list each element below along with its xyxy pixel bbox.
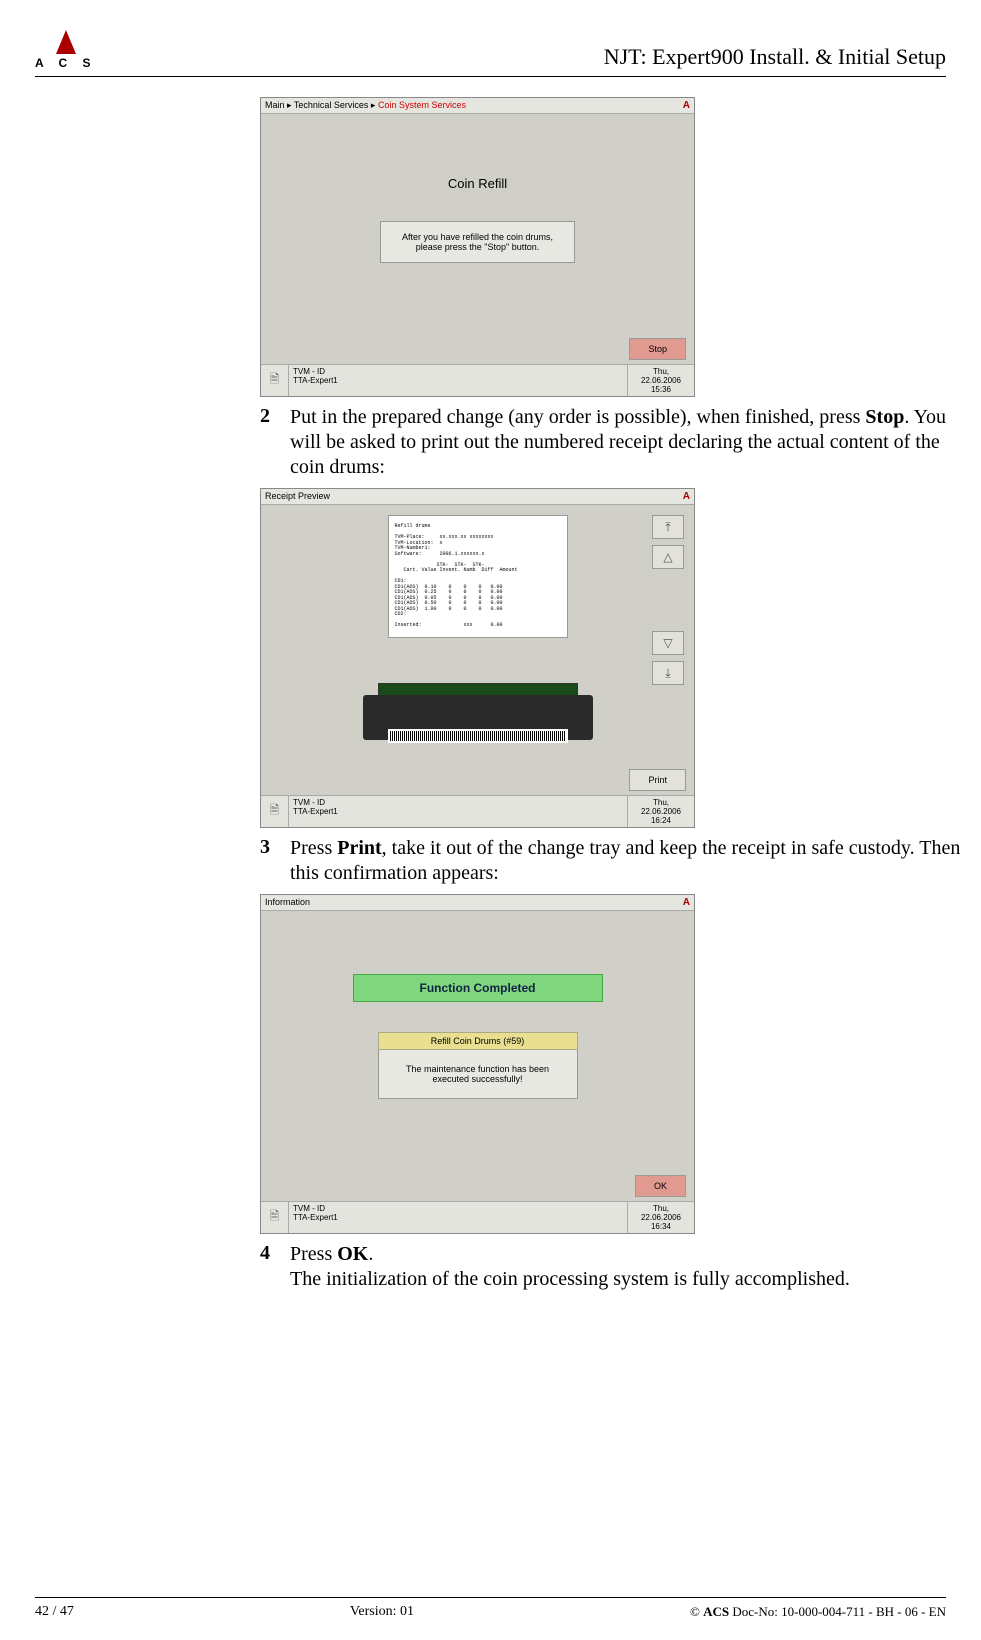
page-number: 42 / 47: [35, 1604, 74, 1620]
dialog-box: After you have refilled the coin drums, …: [380, 221, 575, 263]
status-time: 15:36: [632, 385, 690, 394]
scroll-bottom-button[interactable]: ⤓: [652, 661, 684, 685]
step4-bold: OK: [337, 1243, 368, 1265]
bc-tech: Technical Services: [294, 100, 369, 110]
info-title: Information: [265, 897, 310, 908]
acs-name: ACS: [703, 1604, 729, 1619]
page-header: A C S NJT: Expert900 Install. & Initial …: [35, 30, 946, 77]
window-title: Receipt Preview A: [261, 489, 694, 505]
receipt-content: Refill drums TVM-Place: xx.xxx.xx xxxxxx…: [388, 515, 568, 638]
tvm-id-label: TVM - ID: [293, 1204, 623, 1213]
msg-l1: The maintenance function has been: [389, 1064, 567, 1074]
breadcrumb: Main ▸ Technical Services ▸ Coin System …: [261, 98, 694, 114]
header-logo-icon: A: [683, 897, 690, 908]
step-number: 3: [260, 836, 290, 886]
doc-icon: 🗎: [261, 1202, 289, 1233]
scroll-down-button[interactable]: ▽: [652, 631, 684, 655]
docno-text: Doc-No: 10-000-004-711 - BH - 06 - EN: [729, 1604, 946, 1619]
tvm-id-value: TTA-Expert1: [293, 376, 623, 385]
step4-a: Press: [290, 1243, 337, 1265]
step3-b: , take it out of the change tray and kee…: [290, 837, 960, 884]
step4-b: .: [368, 1243, 373, 1265]
copyright-symbol: ©: [690, 1604, 700, 1619]
step-number: 2: [260, 405, 290, 480]
ok-button[interactable]: OK: [635, 1175, 686, 1197]
step-text: Press Print, take it out of the change t…: [290, 836, 970, 886]
window-title: Information A: [261, 895, 694, 911]
doc-number: © ACS Doc-No: 10-000-004-711 - BH - 06 -…: [690, 1604, 946, 1620]
status-bar: 🗎 TVM - ID TTA-Expert1 Thu, 22.06.2006 1…: [261, 795, 694, 827]
function-completed-banner: Function Completed: [353, 974, 603, 1002]
status-bar: 🗎 TVM - ID TTA-Expert1 Thu, 22.06.2006 1…: [261, 1201, 694, 1233]
tvm-id-value: TTA-Expert1: [293, 807, 623, 816]
dialog-line2: please press the "Stop" button.: [399, 242, 556, 252]
bc-main: Main: [265, 100, 285, 110]
step-2: 2 Put in the prepared change (any order …: [260, 405, 970, 480]
msg-l2: executed successfully!: [389, 1074, 567, 1084]
tvm-id-value: TTA-Expert1: [293, 1213, 623, 1222]
step-4: 4 Press OK. The initialization of the co…: [260, 1242, 970, 1292]
logo-letters: A C S: [35, 56, 97, 70]
print-button[interactable]: Print: [629, 769, 686, 791]
header-logo-icon: A: [683, 100, 690, 111]
screenshot-receipt-preview: Receipt Preview A ⤒ △ ▽ ⤓ Refill drums T…: [260, 488, 695, 828]
function-message: The maintenance function has been execut…: [378, 1050, 578, 1099]
status-bar: 🗎 TVM - ID TTA-Expert1 Thu, 22.06.2006 1…: [261, 364, 694, 396]
step4-c: The initialization of the coin processin…: [290, 1268, 850, 1290]
printer-graphic: [363, 695, 593, 755]
status-time: 16:34: [632, 1222, 690, 1231]
doc-icon: 🗎: [261, 365, 289, 396]
status-day: Thu,: [632, 367, 690, 376]
doc-icon: 🗎: [261, 796, 289, 827]
status-time: 16:24: [632, 816, 690, 825]
dialog-title: Coin Refill: [448, 176, 507, 191]
stop-button[interactable]: Stop: [629, 338, 686, 360]
status-day: Thu,: [632, 1204, 690, 1213]
screenshot-information: Information A Function Completed Refill …: [260, 894, 695, 1234]
receipt-title: Receipt Preview: [265, 491, 330, 502]
bc-coin: Coin System Services: [378, 100, 466, 110]
screenshot-coin-refill: Main ▸ Technical Services ▸ Coin System …: [260, 97, 695, 397]
step-3: 3 Press Print, take it out of the change…: [260, 836, 970, 886]
scroll-top-button[interactable]: ⤒: [652, 515, 684, 539]
step-text: Put in the prepared change (any order is…: [290, 405, 970, 480]
acs-logo: A C S: [35, 30, 97, 70]
status-date: 22.06.2006: [632, 1213, 690, 1222]
step-number: 4: [260, 1242, 290, 1292]
step2-a: Put in the prepared change (any order is…: [290, 406, 865, 428]
main-content: Main ▸ Technical Services ▸ Coin System …: [260, 97, 970, 1567]
document-title: NJT: Expert900 Install. & Initial Setup: [604, 44, 946, 70]
page-footer: 42 / 47 Version: 01 © ACS Doc-No: 10-000…: [35, 1597, 946, 1620]
status-date: 22.06.2006: [632, 376, 690, 385]
tvm-id-label: TVM - ID: [293, 367, 623, 376]
header-logo-icon: A: [683, 491, 690, 502]
step-text: Press OK. The initialization of the coin…: [290, 1242, 850, 1292]
dialog-line1: After you have refilled the coin drums,: [399, 232, 556, 242]
step3-bold: Print: [337, 837, 381, 859]
scroll-up-button[interactable]: △: [652, 545, 684, 569]
logo-triangle-icon: [56, 30, 76, 54]
barcode-icon: [388, 729, 568, 743]
version-label: Version: 01: [350, 1604, 414, 1620]
status-date: 22.06.2006: [632, 807, 690, 816]
tvm-id-label: TVM - ID: [293, 798, 623, 807]
function-subtitle: Refill Coin Drums (#59): [378, 1032, 578, 1050]
step2-bold: Stop: [865, 406, 904, 428]
status-day: Thu,: [632, 798, 690, 807]
step3-a: Press: [290, 837, 337, 859]
